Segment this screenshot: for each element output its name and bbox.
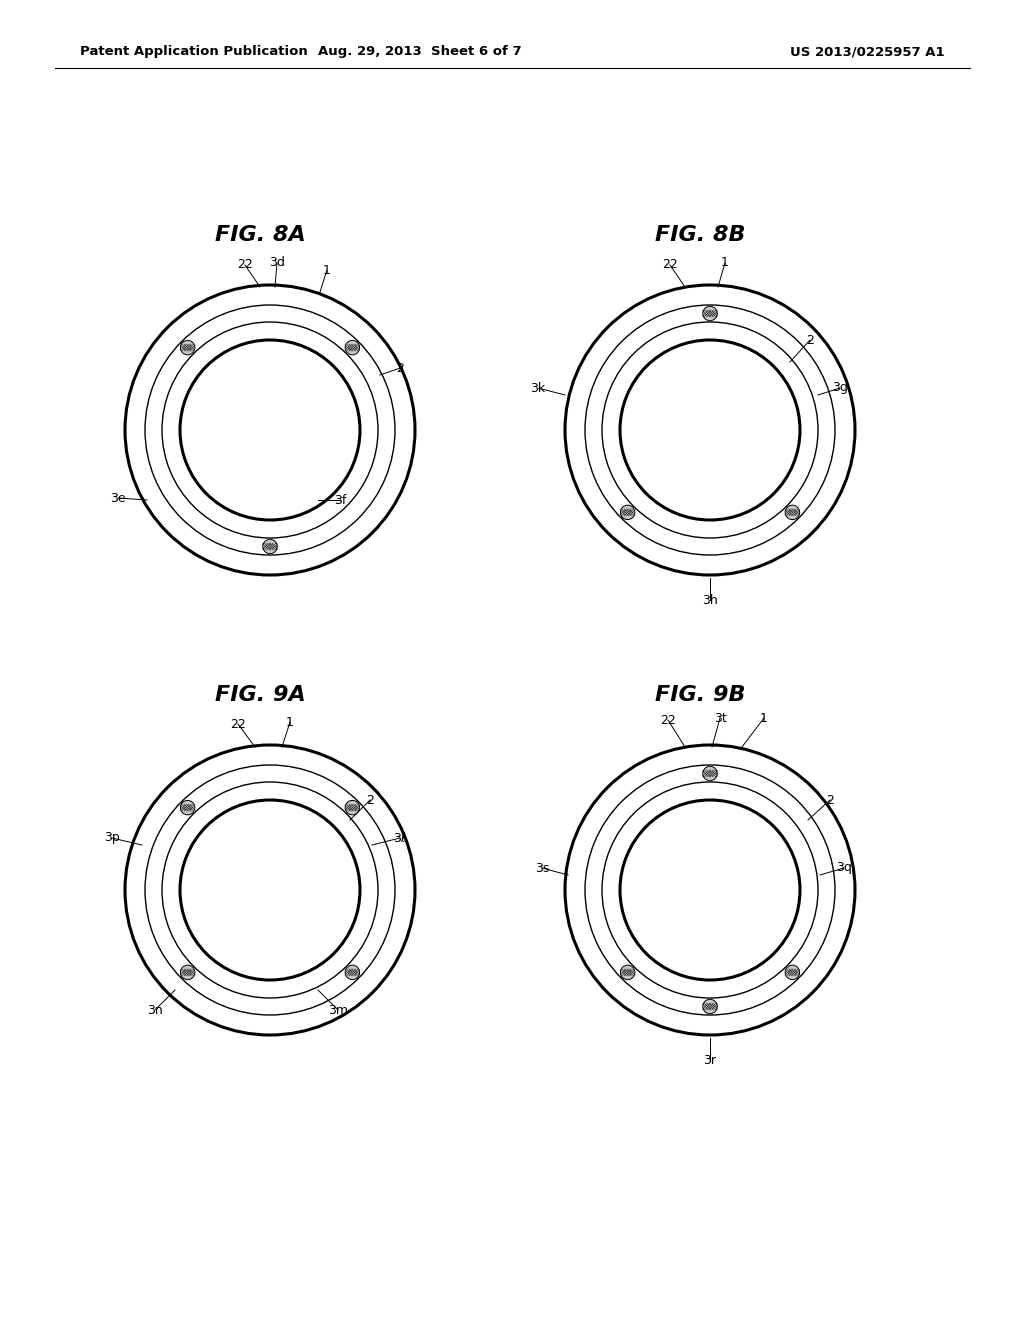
Text: 1: 1 bbox=[721, 256, 729, 269]
Circle shape bbox=[621, 965, 635, 979]
Circle shape bbox=[702, 306, 717, 321]
Circle shape bbox=[180, 800, 195, 814]
Text: 3s: 3s bbox=[535, 862, 549, 874]
Circle shape bbox=[180, 965, 195, 979]
Text: 2: 2 bbox=[366, 793, 374, 807]
Text: FIG. 9B: FIG. 9B bbox=[655, 685, 745, 705]
Text: 2: 2 bbox=[806, 334, 814, 346]
Circle shape bbox=[345, 965, 359, 979]
Circle shape bbox=[180, 341, 195, 355]
Circle shape bbox=[621, 506, 635, 520]
Text: 22: 22 bbox=[238, 259, 253, 272]
Text: 2: 2 bbox=[826, 793, 834, 807]
Text: FIG. 9A: FIG. 9A bbox=[215, 685, 306, 705]
Text: 3n: 3n bbox=[147, 1003, 163, 1016]
Text: 22: 22 bbox=[230, 718, 246, 730]
Text: Aug. 29, 2013  Sheet 6 of 7: Aug. 29, 2013 Sheet 6 of 7 bbox=[318, 45, 522, 58]
Text: 3r: 3r bbox=[703, 1053, 717, 1067]
Text: FIG. 8B: FIG. 8B bbox=[655, 224, 745, 246]
Text: 22: 22 bbox=[663, 259, 678, 272]
Text: 3k: 3k bbox=[530, 381, 546, 395]
Text: 1: 1 bbox=[286, 715, 294, 729]
Circle shape bbox=[345, 800, 359, 814]
Text: 3h: 3h bbox=[702, 594, 718, 606]
Circle shape bbox=[702, 767, 717, 780]
Text: 3e: 3e bbox=[111, 491, 126, 504]
Circle shape bbox=[263, 540, 278, 553]
Text: 3ℓ: 3ℓ bbox=[393, 832, 407, 845]
Circle shape bbox=[345, 341, 359, 355]
Text: 3g: 3g bbox=[833, 381, 848, 395]
Circle shape bbox=[785, 506, 800, 520]
Text: 3t: 3t bbox=[714, 711, 726, 725]
Circle shape bbox=[785, 965, 800, 979]
Text: 2: 2 bbox=[396, 362, 403, 375]
Text: 3q: 3q bbox=[836, 862, 852, 874]
Circle shape bbox=[702, 999, 717, 1014]
Text: 3d: 3d bbox=[269, 256, 285, 269]
Text: US 2013/0225957 A1: US 2013/0225957 A1 bbox=[790, 45, 944, 58]
Text: 1: 1 bbox=[760, 711, 768, 725]
Text: 3f: 3f bbox=[334, 494, 346, 507]
Text: 22: 22 bbox=[660, 714, 676, 726]
Text: 3m: 3m bbox=[328, 1003, 348, 1016]
Text: 3p: 3p bbox=[104, 832, 120, 845]
Text: 1: 1 bbox=[323, 264, 331, 276]
Text: FIG. 8A: FIG. 8A bbox=[215, 224, 306, 246]
Text: Patent Application Publication: Patent Application Publication bbox=[80, 45, 308, 58]
